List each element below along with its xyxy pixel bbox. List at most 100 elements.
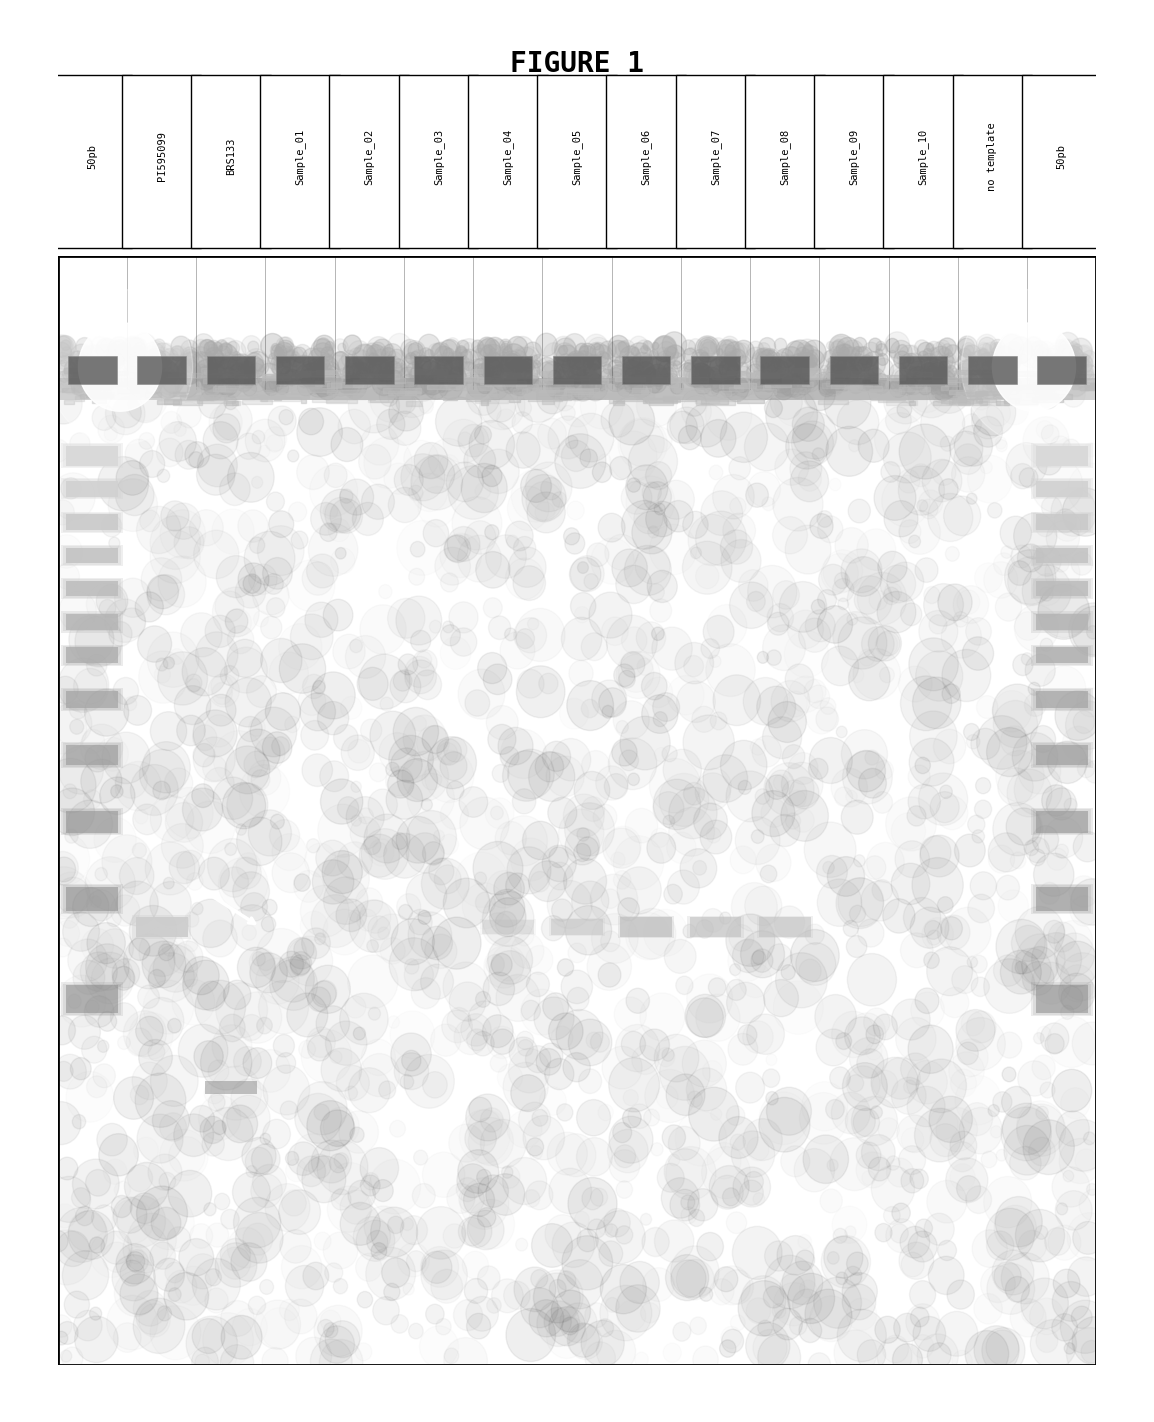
Circle shape bbox=[561, 970, 592, 1004]
Bar bbox=[1036, 985, 1088, 1012]
Circle shape bbox=[1059, 346, 1066, 353]
Circle shape bbox=[243, 356, 264, 378]
Circle shape bbox=[489, 373, 502, 385]
Circle shape bbox=[574, 843, 591, 862]
Circle shape bbox=[489, 340, 508, 360]
Bar bbox=[696, 401, 735, 405]
Circle shape bbox=[718, 344, 735, 363]
Circle shape bbox=[526, 973, 549, 997]
Circle shape bbox=[96, 584, 128, 617]
Circle shape bbox=[1040, 344, 1050, 354]
Bar bbox=[67, 985, 119, 1012]
Circle shape bbox=[954, 835, 986, 867]
Circle shape bbox=[862, 1135, 896, 1170]
Circle shape bbox=[242, 381, 256, 397]
Circle shape bbox=[278, 337, 293, 353]
Circle shape bbox=[55, 353, 72, 370]
Circle shape bbox=[592, 680, 627, 717]
Circle shape bbox=[76, 337, 93, 356]
Circle shape bbox=[781, 347, 802, 370]
Circle shape bbox=[826, 427, 872, 476]
Circle shape bbox=[725, 375, 749, 401]
Bar bbox=[1031, 611, 1093, 633]
Circle shape bbox=[128, 380, 135, 388]
Circle shape bbox=[129, 939, 150, 960]
Circle shape bbox=[975, 778, 990, 793]
Circle shape bbox=[422, 842, 444, 865]
Circle shape bbox=[1028, 370, 1041, 383]
Circle shape bbox=[830, 347, 842, 360]
Circle shape bbox=[571, 377, 594, 401]
Circle shape bbox=[975, 381, 984, 390]
Circle shape bbox=[262, 732, 292, 764]
Bar bbox=[532, 388, 559, 392]
Circle shape bbox=[849, 354, 868, 373]
Circle shape bbox=[1070, 341, 1078, 351]
Bar bbox=[1004, 401, 1037, 405]
Circle shape bbox=[1039, 388, 1058, 408]
Circle shape bbox=[709, 978, 726, 997]
Circle shape bbox=[482, 1015, 514, 1048]
Circle shape bbox=[188, 347, 212, 373]
Bar bbox=[832, 378, 861, 384]
Bar bbox=[635, 375, 661, 380]
Circle shape bbox=[376, 410, 405, 439]
Circle shape bbox=[1032, 344, 1050, 364]
Circle shape bbox=[582, 1321, 624, 1367]
Bar bbox=[539, 380, 574, 384]
Circle shape bbox=[532, 1224, 572, 1267]
Bar bbox=[160, 373, 166, 377]
Circle shape bbox=[850, 347, 869, 367]
Bar bbox=[975, 391, 1005, 395]
Circle shape bbox=[941, 917, 962, 940]
Circle shape bbox=[863, 374, 877, 390]
Bar bbox=[368, 397, 388, 402]
Circle shape bbox=[183, 957, 219, 995]
Circle shape bbox=[509, 1037, 538, 1068]
Circle shape bbox=[95, 867, 107, 880]
Circle shape bbox=[54, 1061, 73, 1081]
Circle shape bbox=[456, 356, 470, 370]
Bar bbox=[222, 371, 235, 375]
Bar bbox=[1011, 385, 1019, 390]
Circle shape bbox=[81, 346, 106, 371]
Circle shape bbox=[629, 381, 643, 395]
Circle shape bbox=[729, 582, 773, 629]
Circle shape bbox=[388, 769, 414, 798]
Bar bbox=[975, 398, 996, 402]
Circle shape bbox=[309, 375, 325, 392]
Circle shape bbox=[174, 685, 211, 725]
Circle shape bbox=[646, 502, 679, 536]
Circle shape bbox=[1029, 849, 1046, 866]
Bar bbox=[794, 380, 803, 384]
Circle shape bbox=[579, 343, 595, 361]
Circle shape bbox=[284, 370, 300, 385]
Circle shape bbox=[392, 833, 407, 849]
Circle shape bbox=[1072, 373, 1079, 380]
Circle shape bbox=[875, 1223, 892, 1241]
Circle shape bbox=[151, 343, 174, 367]
Bar bbox=[1036, 811, 1088, 833]
Circle shape bbox=[782, 745, 804, 769]
Bar bbox=[1041, 371, 1071, 375]
Circle shape bbox=[891, 367, 913, 391]
Circle shape bbox=[308, 348, 330, 371]
Circle shape bbox=[996, 374, 1013, 391]
Circle shape bbox=[908, 367, 917, 377]
Circle shape bbox=[292, 347, 307, 363]
Circle shape bbox=[134, 371, 150, 388]
FancyBboxPatch shape bbox=[607, 75, 685, 247]
Circle shape bbox=[391, 377, 406, 392]
Circle shape bbox=[159, 422, 196, 461]
Circle shape bbox=[1086, 368, 1094, 377]
Circle shape bbox=[994, 343, 1002, 350]
Bar bbox=[327, 383, 340, 388]
Circle shape bbox=[435, 370, 456, 392]
Bar bbox=[168, 391, 194, 395]
Circle shape bbox=[62, 367, 75, 381]
Bar bbox=[67, 582, 119, 596]
Circle shape bbox=[568, 351, 585, 370]
Circle shape bbox=[695, 336, 720, 363]
Circle shape bbox=[877, 354, 889, 365]
Bar bbox=[622, 356, 670, 384]
